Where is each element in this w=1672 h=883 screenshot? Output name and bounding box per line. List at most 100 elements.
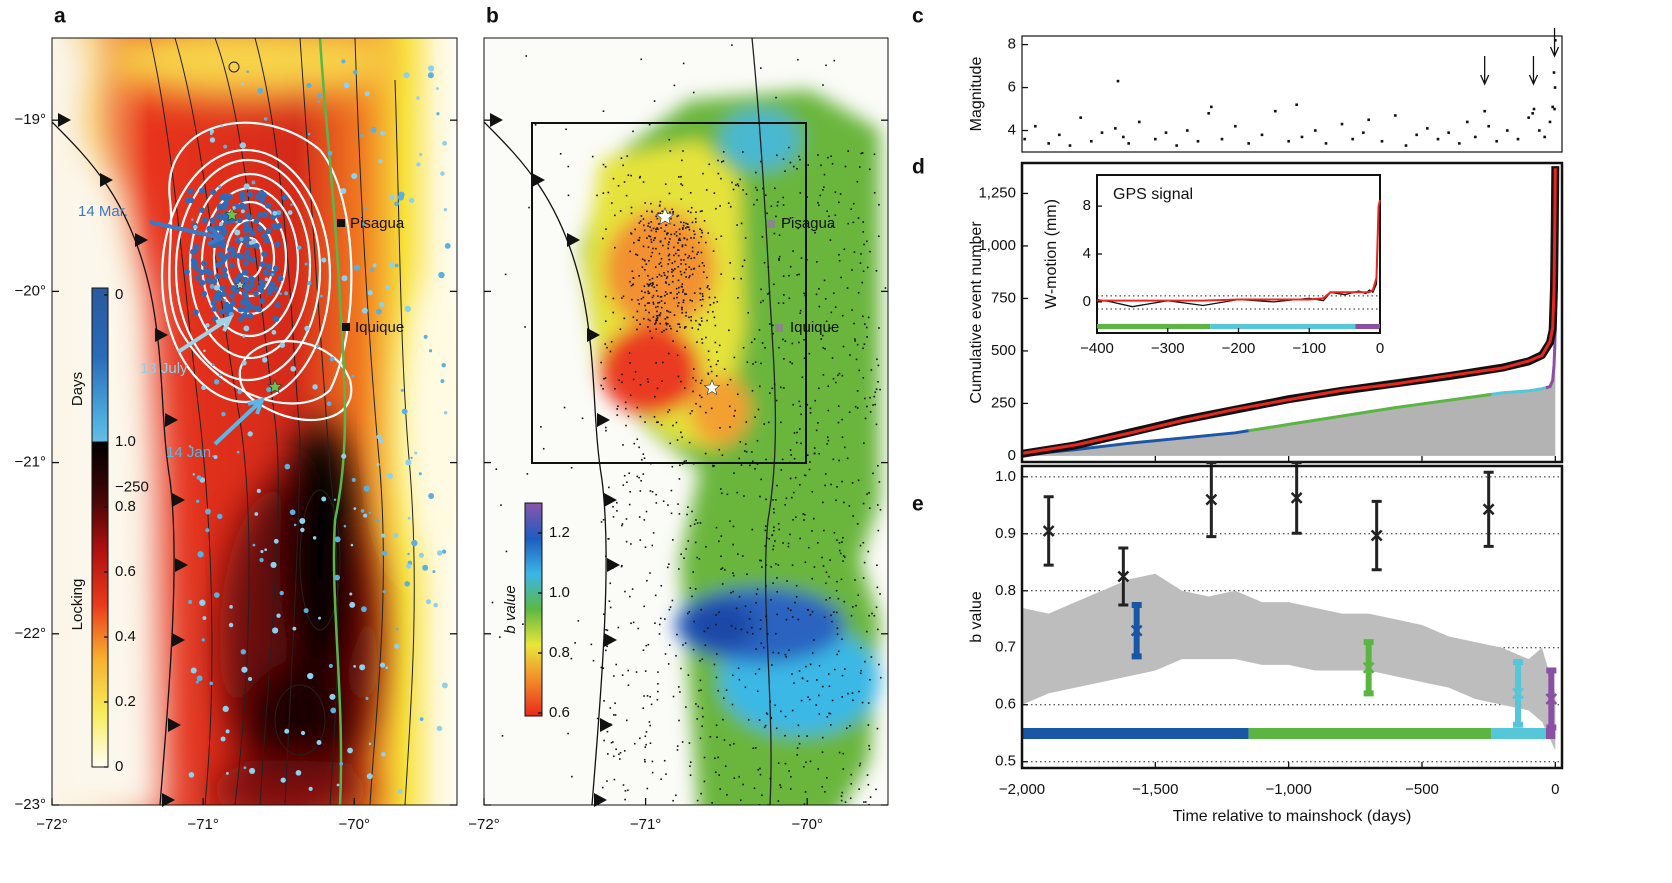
texture-dot [799, 537, 801, 540]
texture-dot [855, 824, 857, 826]
texture-dot [657, 212, 660, 215]
texture-dot [796, 168, 798, 170]
texture-dot [831, 620, 833, 623]
texture-dot [433, 602, 438, 608]
texture-dot [702, 715, 704, 718]
texture-dot [577, 620, 580, 622]
texture-dot [814, 399, 817, 402]
texture-dot [822, 347, 825, 349]
texture-dot [727, 202, 730, 204]
texture-dot [259, 282, 266, 289]
texture-dot [636, 328, 638, 331]
texture-dot [600, 384, 603, 387]
texture-dot [670, 512, 673, 515]
texture-dot [270, 561, 277, 569]
texture-dot [658, 633, 661, 635]
texture-dot [701, 338, 703, 340]
y-tick-label: −21° [15, 454, 46, 471]
texture-dot [861, 281, 864, 284]
texture-dot [681, 436, 683, 439]
city-label: Iquique [355, 319, 404, 336]
texture-dot [248, 303, 255, 310]
texture-dot [638, 239, 640, 242]
texture-dot [315, 344, 320, 348]
texture-dot [609, 606, 612, 609]
texture-dot [626, 155, 629, 157]
y-tick-label: 1.0 [995, 468, 1016, 485]
texture-dot [602, 110, 605, 113]
texture-dot [647, 222, 650, 225]
texture-dot [654, 395, 656, 398]
texture-dot [789, 533, 791, 536]
point [1362, 131, 1365, 134]
texture-dot [798, 400, 801, 403]
texture-dot [813, 566, 816, 568]
trench-triangle [100, 173, 113, 187]
period-bar [1022, 728, 1249, 739]
texture-dot [762, 814, 764, 816]
texture-dot [339, 761, 344, 766]
texture-dot [862, 377, 865, 379]
texture-dot [862, 541, 865, 544]
texture-dot [435, 87, 439, 91]
texture-dot [409, 197, 415, 204]
texture-dot [730, 591, 732, 594]
texture-dot [636, 254, 639, 256]
texture-dot [824, 297, 827, 300]
texture-dot [752, 747, 755, 750]
texture-dot [875, 388, 878, 391]
texture-dot [811, 530, 813, 532]
y-tick-label: −19° [15, 111, 46, 128]
texture-dot [676, 354, 679, 357]
texture-dot [870, 369, 873, 371]
texture-dot [691, 246, 694, 249]
texture-dot [195, 680, 199, 684]
texture-dot [850, 208, 853, 211]
texture-dot [223, 298, 227, 302]
annotation: 13 July [140, 360, 188, 377]
texture-dot [769, 323, 771, 325]
texture-dot [677, 214, 680, 217]
texture-dot [784, 340, 787, 342]
texture-dot [244, 299, 251, 306]
texture-dot [825, 582, 827, 585]
texture-dot [789, 788, 792, 790]
texture-dot [300, 527, 305, 533]
texture-dot [259, 261, 266, 268]
texture-dot [856, 523, 859, 525]
texture-dot [612, 297, 615, 300]
y-axis-label: Cumulative event number [968, 221, 985, 404]
texture-dot [591, 155, 594, 158]
texture-dot [769, 777, 772, 780]
trench-triangle [597, 413, 610, 427]
point [1553, 107, 1556, 111]
texture-dot [605, 429, 607, 432]
texture-dot [806, 196, 808, 198]
texture-dot [877, 364, 880, 367]
texture-dot [637, 627, 640, 630]
texture-dot [784, 734, 786, 737]
texture-dot [736, 183, 739, 185]
point [1474, 135, 1477, 139]
texture-dot [642, 473, 645, 475]
texture-dot [744, 686, 747, 689]
texture-dot [629, 250, 631, 253]
texture-dot [647, 274, 649, 277]
texture-dot [610, 741, 613, 744]
texture-dot [738, 775, 740, 778]
texture-dot [733, 777, 736, 779]
texture-dot [788, 649, 790, 651]
texture-dot [680, 263, 682, 265]
texture-dot [712, 310, 714, 313]
point [1260, 133, 1264, 137]
texture-dot [719, 788, 722, 790]
texture-dot [878, 481, 881, 483]
texture-dot [745, 812, 747, 814]
texture-dot [675, 421, 678, 424]
texture-dot [604, 377, 607, 379]
texture-dot [397, 194, 404, 201]
texture-dot [223, 199, 230, 206]
texture-dot [360, 509, 365, 513]
texture-dot [668, 409, 671, 411]
texture-dot [284, 291, 289, 296]
